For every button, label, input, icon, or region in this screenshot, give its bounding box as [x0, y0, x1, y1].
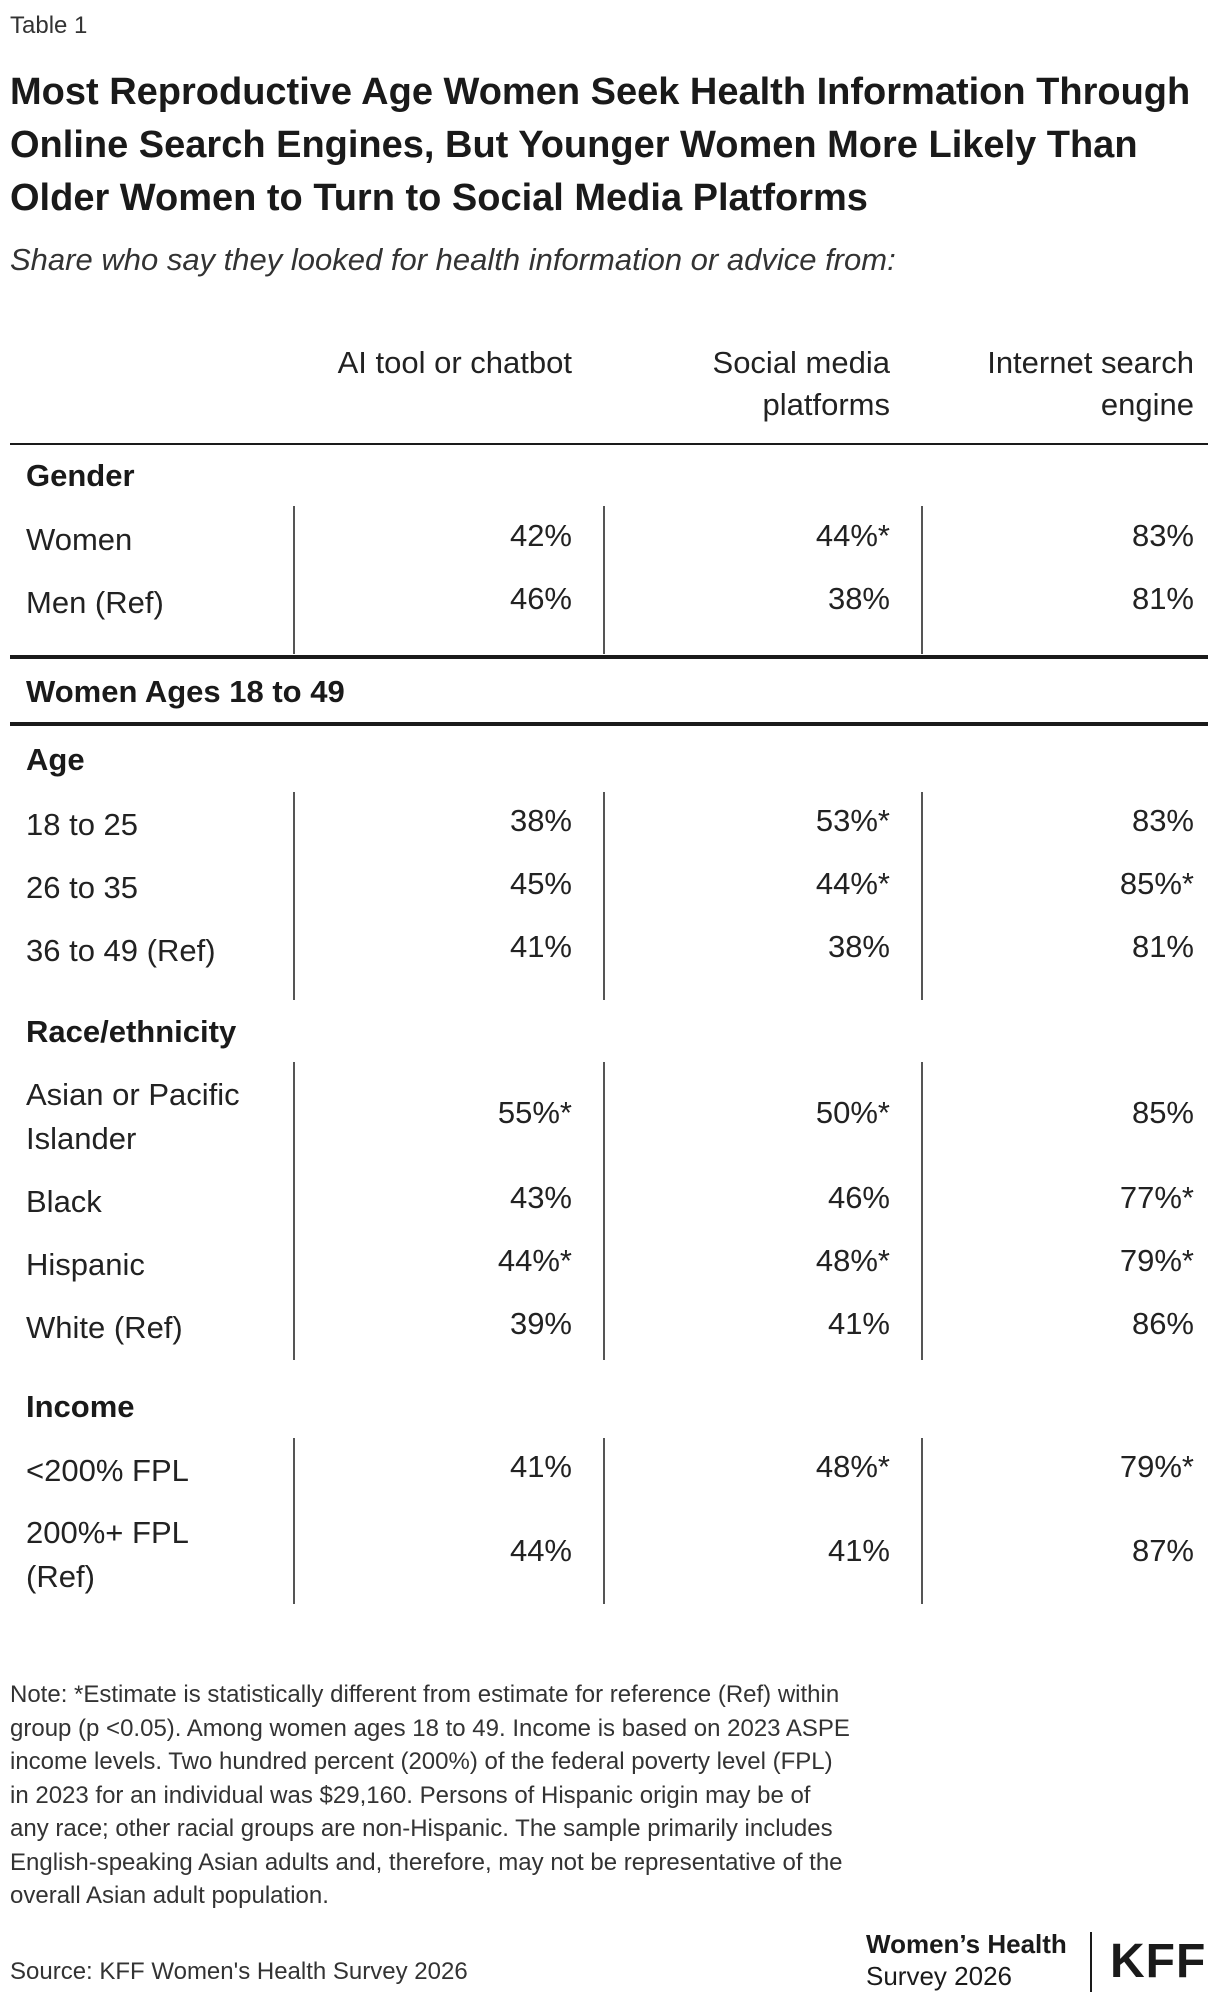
column-divider — [293, 792, 295, 1000]
row-label: White (Ref) — [26, 1310, 183, 1345]
column-divider — [603, 1438, 605, 1604]
group-heading-age: Age — [26, 742, 85, 777]
section-heading-women-18-49: Women Ages 18 to 49 — [26, 674, 345, 709]
group-heading-income: Income — [26, 1389, 135, 1424]
column-divider — [603, 506, 605, 654]
search-engine-value: 85% — [1131, 1095, 1194, 1130]
ai-tool-value: 42% — [509, 518, 572, 553]
row-label: Asian or Pacific Islander — [26, 1077, 240, 1156]
survey-brand-line2: Survey 2026 — [866, 1961, 1012, 1991]
row-label: Men (Ref) — [26, 585, 164, 620]
brand-divider — [1090, 1932, 1092, 1992]
row-label: 26 to 35 — [26, 870, 139, 905]
search-engine-value: 79%* — [1119, 1243, 1194, 1278]
social-media-value: 46% — [827, 1180, 890, 1215]
column-header-search-engine: Internet search engine — [987, 345, 1194, 422]
social-media-value: 41% — [827, 1533, 890, 1568]
ai-tool-value: 45% — [509, 866, 572, 901]
social-media-value: 38% — [827, 581, 890, 616]
search-engine-value: 86% — [1131, 1306, 1194, 1341]
survey-brand: Women’s Health Survey 2026 — [866, 1928, 1067, 1992]
table-subtitle: Share who say they looked for health inf… — [10, 242, 896, 277]
social-media-value: 38% — [827, 929, 890, 964]
footnote: Note: *Estimate is statistically differe… — [10, 1681, 850, 1909]
table-title: Most Reproductive Age Women Seek Health … — [10, 71, 1191, 219]
search-engine-value: 81% — [1131, 581, 1194, 616]
ai-tool-value: 46% — [509, 581, 572, 616]
search-engine-value: 83% — [1131, 803, 1194, 838]
ai-tool-value: 41% — [509, 1449, 572, 1484]
column-divider — [921, 1438, 923, 1604]
column-divider — [921, 506, 923, 654]
social-media-value: 41% — [827, 1306, 890, 1341]
search-engine-value: 79%* — [1119, 1449, 1194, 1484]
group-heading-gender: Gender — [26, 458, 135, 493]
ai-tool-value: 38% — [509, 803, 572, 838]
row-label: Hispanic — [26, 1247, 145, 1282]
column-divider — [921, 792, 923, 1000]
social-media-value: 50%* — [815, 1095, 890, 1130]
ai-tool-value: 41% — [509, 929, 572, 964]
ai-tool-value: 43% — [509, 1180, 572, 1215]
search-engine-value: 83% — [1131, 518, 1194, 553]
header-rule — [10, 443, 1208, 445]
table-label: Table 1 — [10, 12, 88, 39]
column-divider — [921, 1062, 923, 1360]
column-divider — [293, 506, 295, 654]
column-divider — [603, 1062, 605, 1360]
kff-logo: KFF — [1110, 1935, 1207, 1988]
social-media-value: 53%* — [815, 803, 890, 838]
row-label: <200% FPL — [26, 1453, 189, 1488]
section-rule — [10, 722, 1208, 726]
row-label: Women — [26, 522, 133, 557]
social-media-value: 48%* — [815, 1449, 890, 1484]
section-rule — [10, 655, 1208, 659]
column-header-ai-tool: AI tool or chatbot — [337, 345, 572, 380]
column-divider — [293, 1062, 295, 1360]
survey-brand-line1: Women’s Health — [866, 1929, 1067, 1959]
row-label: Black — [26, 1184, 102, 1219]
row-label: 36 to 49 (Ref) — [26, 933, 216, 968]
column-divider — [603, 792, 605, 1000]
social-media-value: 44%* — [815, 866, 890, 901]
social-media-value: 44%* — [815, 518, 890, 553]
search-engine-value: 87% — [1131, 1533, 1194, 1568]
ai-tool-value: 44% — [509, 1533, 572, 1568]
search-engine-value: 77%* — [1119, 1180, 1194, 1215]
column-divider — [293, 1438, 295, 1604]
source-line: Source: KFF Women's Health Survey 2026 — [10, 1958, 468, 1985]
column-header-social-media: Social media platforms — [712, 345, 890, 422]
ai-tool-value: 39% — [509, 1306, 572, 1341]
ai-tool-value: 44%* — [497, 1243, 572, 1278]
row-label: 18 to 25 — [26, 807, 139, 842]
group-heading-race-ethnicity: Race/ethnicity — [26, 1014, 237, 1049]
social-media-value: 48%* — [815, 1243, 890, 1278]
ai-tool-value: 55%* — [497, 1095, 572, 1130]
row-label: 200%+ FPL (Ref) — [26, 1515, 188, 1594]
search-engine-value: 85%* — [1119, 866, 1194, 901]
search-engine-value: 81% — [1131, 929, 1194, 964]
